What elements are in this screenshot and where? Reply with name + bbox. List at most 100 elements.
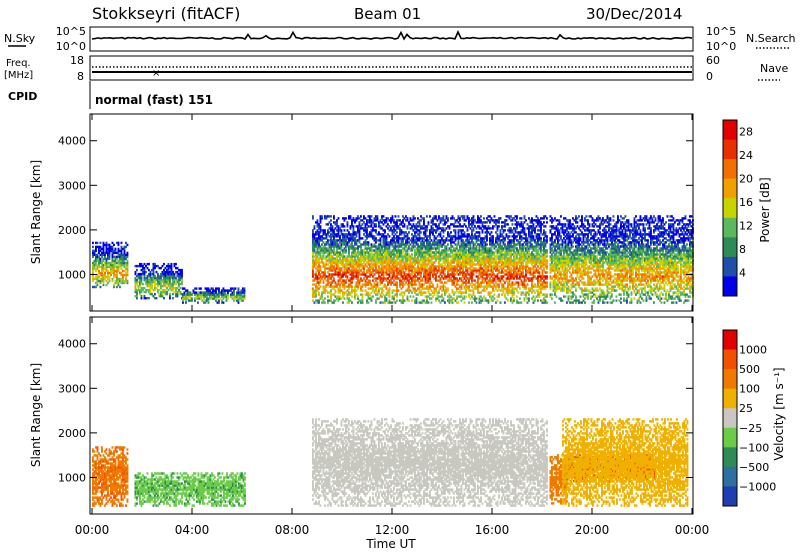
heatmap-cell — [345, 247, 347, 250]
heatmap-cell — [231, 297, 234, 300]
heatmap-cell — [342, 275, 344, 278]
heatmap-cell — [155, 276, 158, 280]
heatmap-cell — [357, 259, 359, 262]
heatmap-cell — [243, 293, 246, 296]
heatmap-cell — [324, 231, 326, 234]
heatmap-cell — [139, 278, 141, 282]
heatmap-cell — [92, 267, 94, 271]
heatmap-cell — [375, 285, 377, 288]
heatmap-cell — [328, 231, 331, 234]
heatmap-cell — [239, 295, 241, 298]
heatmap-cell — [334, 281, 337, 284]
heatmap-cell — [361, 267, 364, 270]
heatmap-cell — [316, 255, 319, 258]
heatmap-cell — [169, 264, 171, 268]
heatmap-cell — [185, 297, 187, 300]
heatmap-cell — [337, 289, 340, 292]
heatmap-cell — [120, 263, 123, 267]
heatmap-cell — [318, 225, 320, 228]
heatmap-cell — [318, 277, 320, 280]
heatmap-cell — [378, 271, 380, 274]
heatmap-cell — [331, 233, 334, 236]
heatmap-cell — [400, 239, 403, 242]
heatmap-cell — [381, 267, 383, 270]
heatmap-cell — [200, 291, 202, 294]
heatmap-cell — [375, 259, 377, 262]
heatmap-cell — [378, 249, 380, 252]
heatmap-cell — [123, 259, 126, 263]
heatmap-cell — [322, 231, 325, 234]
heatmap-cell — [164, 270, 167, 274]
heatmap-cell — [186, 291, 189, 294]
heatmap-cell — [327, 239, 329, 242]
heatmap-cell — [339, 253, 341, 256]
heatmap-cell — [442, 235, 445, 238]
heatmap-cell — [318, 233, 320, 236]
heatmap-cell — [349, 273, 352, 276]
heatmap-cell — [139, 290, 141, 294]
heatmap-cell — [357, 275, 359, 278]
heatmap-cell — [397, 273, 400, 276]
heatmap-cell — [312, 269, 314, 272]
heatmap-cell — [405, 273, 407, 276]
heatmap-cell — [111, 263, 114, 267]
heatmap-cell — [325, 215, 328, 218]
heatmap-cell — [313, 255, 316, 258]
heatmap-cell — [364, 281, 367, 284]
heatmap-cell — [385, 251, 388, 254]
heatmap-cell — [406, 283, 409, 286]
heatmap-cell — [114, 257, 117, 261]
heatmap-cell — [122, 257, 124, 261]
heatmap-cell — [400, 259, 403, 262]
heatmap-cell — [313, 249, 316, 252]
heatmap-cell — [312, 299, 314, 302]
heatmap-cell — [348, 241, 350, 244]
heatmap-cell — [379, 225, 382, 228]
heatmap-cell — [352, 259, 355, 262]
heatmap-cell — [107, 263, 109, 267]
heatmap-cell — [158, 282, 161, 286]
heatmap-cell — [212, 289, 214, 292]
heatmap-cell — [139, 288, 141, 292]
heatmap-cell — [178, 274, 180, 278]
heatmap-cell — [108, 251, 111, 255]
heatmap-cell — [376, 233, 379, 236]
heatmap-cell — [414, 217, 416, 220]
heatmap-cell — [402, 225, 404, 228]
heatmap-cell — [333, 243, 335, 246]
heatmap-cell — [361, 243, 364, 246]
heatmap-cell — [388, 253, 391, 256]
heatmap-cell — [343, 255, 346, 258]
heatmap-cell — [140, 262, 143, 266]
heatmap-cell — [390, 227, 392, 230]
heatmap-cell — [321, 239, 323, 242]
heatmap-cell — [442, 215, 445, 218]
heatmap-cell — [390, 269, 392, 272]
heatmap-cell — [397, 267, 400, 270]
heatmap-cell — [195, 297, 198, 300]
heatmap-cell — [222, 295, 225, 298]
heatmap-cell — [123, 253, 126, 257]
heatmap-cell — [358, 253, 361, 256]
heatmap-cell — [357, 261, 359, 264]
heatmap-cell — [99, 245, 102, 249]
heatmap-cell — [137, 276, 140, 280]
heatmap-cell — [315, 245, 317, 248]
heatmap-cell — [388, 257, 391, 260]
heatmap-cell — [406, 233, 409, 236]
heatmap-cell — [388, 263, 391, 266]
heatmap-cell — [119, 249, 121, 253]
heatmap-cell — [387, 227, 389, 230]
heatmap-cell — [370, 221, 373, 224]
heatmap-cell — [394, 293, 397, 296]
heatmap-cell — [336, 253, 338, 256]
heatmap-cell — [117, 249, 120, 253]
heatmap-cell — [346, 237, 349, 240]
heatmap-cell — [382, 239, 385, 242]
heatmap-cell — [318, 241, 320, 244]
heatmap-cell — [120, 259, 123, 263]
heatmap-cell — [379, 287, 382, 290]
heatmap-cell — [195, 287, 198, 290]
heatmap-cell — [93, 263, 96, 267]
heatmap-cell — [236, 293, 238, 296]
